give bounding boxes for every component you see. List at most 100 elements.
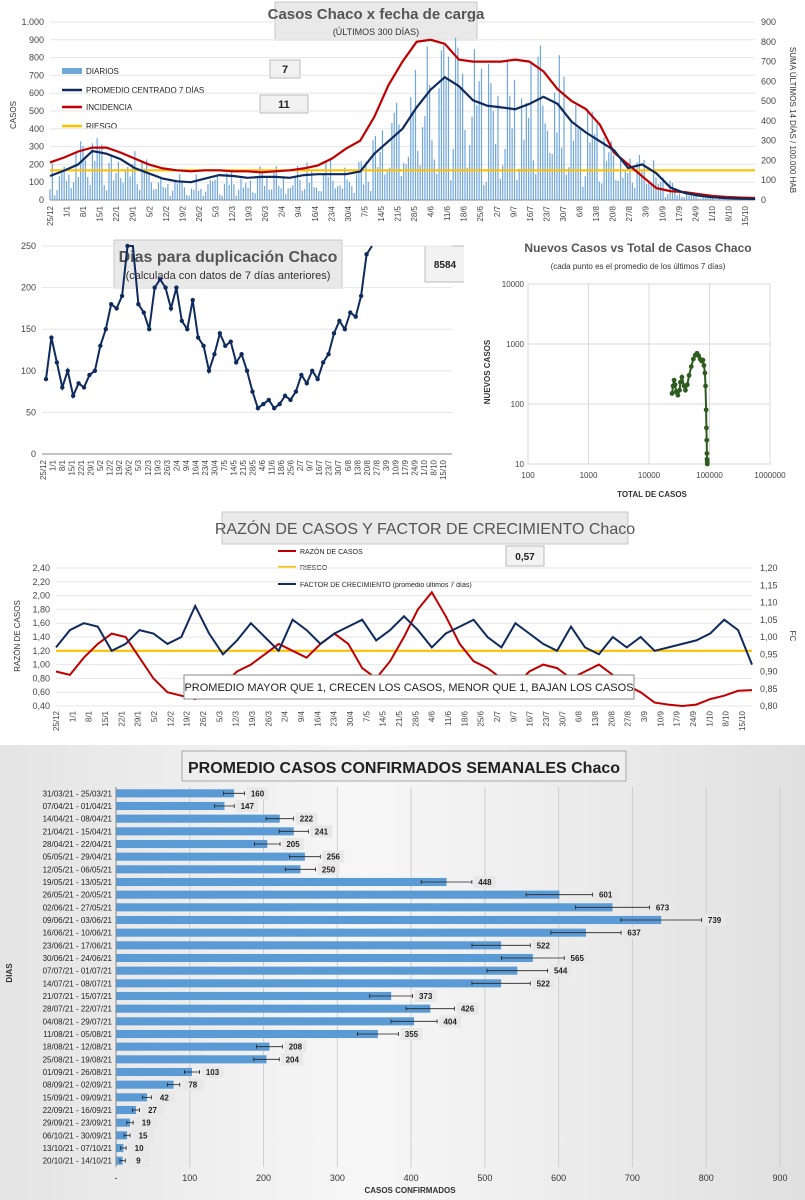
y-tick-label: 10000 (502, 280, 525, 289)
daily-bar (707, 197, 709, 200)
duplicacion-point (76, 381, 81, 386)
daily-bar (313, 187, 315, 200)
daily-bar (433, 159, 435, 200)
daily-bar (308, 182, 310, 200)
x-tick-label: 9/4 (182, 459, 191, 471)
category-label: 21/04/21 - 15/04/21 (43, 827, 113, 836)
daily-bar (487, 63, 490, 200)
bar (116, 814, 280, 823)
y-tick-label: 200 (21, 283, 36, 293)
data-label-bg (135, 1116, 158, 1129)
daily-bar (252, 192, 254, 200)
y-tick-label: 300 (29, 142, 44, 152)
daily-bar (688, 195, 690, 200)
daily-bar (438, 88, 440, 200)
daily-bar (535, 174, 537, 200)
data-label: 404 (443, 1017, 457, 1026)
y-tick-label: 1,60 (32, 618, 50, 628)
daily-bar (351, 186, 353, 200)
x-tick-label: 13/8 (591, 710, 600, 726)
data-label: 373 (419, 992, 433, 1001)
daily-bar (75, 153, 77, 200)
daily-bar (664, 197, 667, 200)
daily-bar (579, 128, 582, 200)
daily-bar (594, 133, 596, 200)
daily-bar (186, 195, 188, 200)
casos-title-box (274, 1, 478, 41)
x-tick-label: 18/6 (460, 710, 469, 726)
bar (116, 852, 305, 861)
daily-bar (282, 177, 285, 200)
scatter-points (669, 350, 710, 467)
bar (116, 1055, 267, 1064)
y2-tick-label: 1,10 (760, 598, 778, 608)
y2-tick-label: 0,90 (760, 667, 778, 677)
daily-bar (299, 179, 301, 200)
daily-bar (103, 185, 105, 200)
daily-bar (492, 110, 494, 200)
duplicacion-point (87, 372, 92, 378)
scatter-point (675, 392, 681, 398)
x-tick-label: 6/8 (575, 710, 584, 722)
data-label: 103 (206, 1068, 220, 1077)
duplicacion-point (326, 351, 331, 357)
daily-bar (249, 180, 252, 200)
x-tick-label: 9/4 (297, 710, 306, 722)
x-tick-label: 14/5 (379, 710, 388, 726)
daily-bar (346, 179, 348, 200)
daily-bar (627, 172, 629, 200)
x-tick-label: 11/6 (268, 459, 277, 475)
category-label: 12/05/21 - 06/05/21 (43, 865, 113, 874)
x-tick-label: 500 (477, 1173, 492, 1183)
x-tick-label: 1000 (580, 471, 598, 480)
duplicacion-point (342, 327, 348, 332)
x-tick-label: 29/1 (129, 205, 138, 221)
x-tick-label: 11/6 (444, 710, 453, 726)
category-label: 07/04/21 - 01/04/21 (43, 802, 113, 811)
duplicacion-point (136, 302, 141, 307)
daily-bar (575, 105, 577, 200)
daily-bar (205, 191, 207, 200)
x-tick-label: 900 (772, 1173, 787, 1183)
daily-bar (153, 189, 155, 200)
daily-bar (339, 185, 341, 200)
duplicacion-point (70, 393, 76, 398)
daily-bar (518, 168, 520, 200)
x-tick-label: 26/2 (199, 710, 208, 726)
x-tick-label: 30/7 (558, 710, 567, 726)
x-tick-label: 700 (625, 1173, 640, 1183)
daily-bar (242, 187, 244, 200)
x-tick-label: 12/3 (144, 459, 153, 475)
x-tick-label: 5/3 (134, 459, 143, 471)
daily-bar (344, 167, 346, 200)
x-tick-label: 600 (551, 1173, 566, 1183)
category-label: 18/08/21 - 12/08/21 (43, 1043, 113, 1052)
x-tick-label: 19/3 (153, 459, 162, 475)
data-label: 10 (135, 1144, 144, 1153)
y-axis-label: CASOS (9, 101, 18, 129)
x-tick-label: 19/3 (245, 205, 254, 221)
duplicacion-point (168, 306, 174, 311)
daily-bar (164, 187, 167, 200)
daily-bar (120, 178, 122, 200)
duplicacion-point (228, 339, 233, 344)
note-text: PROMEDIO MAYOR QUE 1, CRECEN LOS CASOS, … (184, 682, 633, 694)
data-label-bg (181, 1078, 204, 1091)
y-tick-label: 1,80 (32, 604, 50, 614)
duplicacion-point (315, 376, 320, 382)
daily-bar (690, 193, 692, 200)
log-x-label: TOTAL DE CASOS (617, 490, 687, 499)
x-tick-label: 23/4 (330, 710, 339, 726)
duplicacion-point (223, 343, 228, 349)
value-box-1-text: 7 (282, 64, 288, 76)
data-label: 426 (461, 1005, 475, 1014)
duplicacion-point (217, 331, 223, 336)
x-tick-label: 10/9 (658, 205, 667, 221)
duplicacion-point (152, 285, 157, 290)
daily-bar (294, 176, 296, 200)
x-tick-label: 27/8 (625, 205, 634, 221)
daily-bar (202, 196, 204, 200)
data-label: 355 (405, 1030, 419, 1039)
daily-bar (754, 198, 756, 200)
daily-bar (419, 165, 421, 200)
